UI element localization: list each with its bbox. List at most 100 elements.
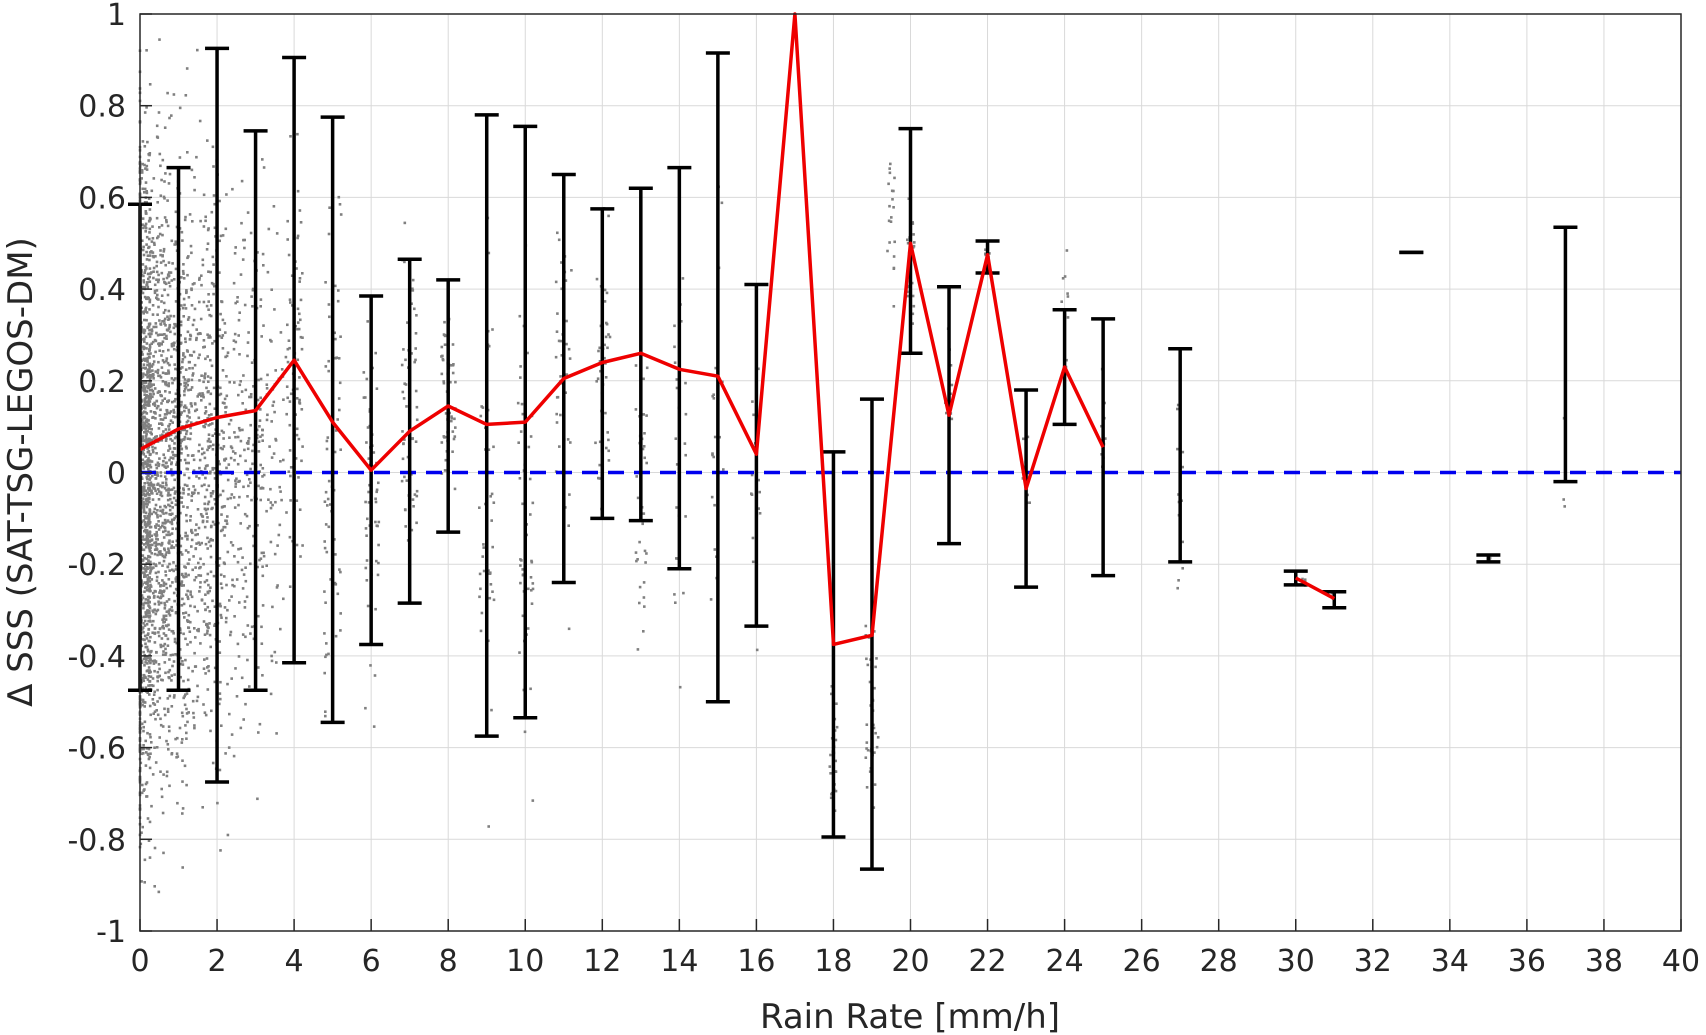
scatter-point bbox=[153, 473, 157, 476]
scatter-point bbox=[184, 307, 188, 310]
scatter-point bbox=[257, 614, 260, 618]
scatter-point bbox=[144, 615, 147, 619]
scatter-point bbox=[249, 467, 252, 471]
scatter-point bbox=[222, 561, 226, 564]
scatter-point bbox=[324, 365, 328, 368]
scatter-point bbox=[160, 294, 164, 297]
scatter-point bbox=[179, 444, 182, 448]
scatter-point bbox=[144, 357, 148, 361]
scatter-point bbox=[674, 437, 678, 440]
scatter-point bbox=[144, 611, 147, 614]
scatter-point bbox=[142, 406, 146, 409]
scatter-point bbox=[168, 508, 172, 512]
scatter-point bbox=[155, 575, 159, 579]
x-tick-label: 18 bbox=[814, 944, 852, 979]
scatter-point bbox=[168, 784, 171, 788]
scatter-point bbox=[271, 605, 274, 609]
scatter-point bbox=[145, 281, 149, 284]
scatter-point bbox=[886, 249, 889, 253]
scatter-point bbox=[163, 522, 166, 525]
scatter-point bbox=[145, 562, 149, 565]
scatter-point bbox=[170, 344, 174, 348]
scatter-point bbox=[444, 412, 448, 415]
scatter-point bbox=[261, 574, 265, 578]
scatter-point bbox=[209, 270, 212, 274]
scatter-point bbox=[159, 322, 162, 326]
scatter-point bbox=[166, 565, 169, 568]
scatter-point bbox=[644, 561, 647, 564]
scatter-point bbox=[1181, 450, 1185, 454]
scatter-point bbox=[328, 315, 331, 319]
scatter-point bbox=[248, 478, 251, 481]
scatter-point bbox=[154, 477, 157, 480]
scatter-point bbox=[148, 518, 151, 522]
scatter-point bbox=[158, 414, 162, 417]
scatter-point bbox=[1303, 578, 1307, 581]
scatter-point bbox=[149, 713, 152, 717]
scatter-point bbox=[887, 219, 891, 223]
scatter-point bbox=[298, 376, 301, 379]
scatter-point bbox=[144, 564, 147, 568]
scatter-point bbox=[270, 456, 274, 459]
scatter-point bbox=[167, 670, 170, 674]
scatter-point bbox=[159, 589, 162, 592]
scatter-point bbox=[203, 495, 207, 499]
scatter-point bbox=[140, 722, 144, 726]
scatter-point bbox=[220, 429, 224, 433]
scatter-point bbox=[143, 318, 146, 322]
scatter-point bbox=[157, 528, 161, 531]
scatter-point bbox=[143, 567, 147, 571]
scatter-point bbox=[324, 490, 328, 494]
scatter-point bbox=[246, 211, 250, 214]
scatter-point bbox=[148, 231, 151, 234]
scatter-point bbox=[261, 475, 264, 478]
scatter-point bbox=[142, 330, 145, 333]
scatter-point bbox=[146, 140, 149, 144]
scatter-point bbox=[140, 644, 144, 647]
scatter-point bbox=[149, 410, 153, 413]
scatter-point bbox=[603, 300, 607, 303]
scatter-point bbox=[865, 741, 869, 744]
scatter-point bbox=[158, 344, 161, 347]
scatter-point bbox=[273, 410, 276, 414]
scatter-point bbox=[605, 291, 609, 295]
scatter-point bbox=[163, 601, 166, 605]
scatter-point bbox=[325, 653, 328, 657]
scatter-point bbox=[481, 555, 484, 558]
scatter-point bbox=[295, 427, 299, 431]
error-bar bbox=[898, 126, 923, 356]
scatter-point bbox=[153, 595, 156, 598]
scatter-point bbox=[142, 519, 145, 522]
scatter-point bbox=[148, 580, 152, 583]
scatter-point bbox=[148, 453, 152, 456]
scatter-point bbox=[173, 322, 176, 326]
scatter-point bbox=[200, 599, 204, 602]
scatter-point bbox=[152, 562, 155, 566]
scatter-point bbox=[184, 658, 187, 662]
scatter-point bbox=[183, 473, 186, 477]
scatter-point bbox=[211, 422, 214, 425]
scatter-point bbox=[161, 653, 165, 656]
scatter-point bbox=[199, 574, 203, 577]
scatter-point bbox=[139, 761, 143, 765]
scatter-point bbox=[643, 432, 646, 435]
scatter-point bbox=[142, 439, 146, 443]
x-tick-label: 38 bbox=[1585, 944, 1623, 979]
scatter-point bbox=[156, 313, 159, 316]
scatter-point bbox=[635, 475, 638, 478]
scatter-point bbox=[243, 512, 247, 516]
scatter-point bbox=[642, 413, 645, 416]
scatter-point bbox=[186, 643, 189, 646]
scatter-point bbox=[142, 226, 145, 230]
scatter-point bbox=[141, 223, 144, 226]
scatter-point bbox=[233, 584, 236, 588]
scatter-point bbox=[189, 519, 192, 522]
scatter-point bbox=[146, 662, 149, 665]
scatter-point bbox=[151, 415, 155, 419]
scatter-point bbox=[170, 520, 173, 524]
scatter-point bbox=[184, 611, 188, 614]
scatter-point bbox=[166, 91, 169, 95]
scatter-point bbox=[246, 341, 250, 344]
scatter-point bbox=[168, 569, 171, 572]
scatter-point bbox=[298, 209, 302, 212]
